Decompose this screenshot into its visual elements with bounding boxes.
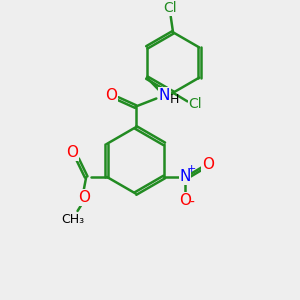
Text: N: N	[179, 169, 191, 184]
Text: CH₃: CH₃	[62, 213, 85, 226]
Text: Cl: Cl	[189, 97, 202, 111]
Text: O: O	[105, 88, 117, 103]
Text: O: O	[202, 157, 214, 172]
Text: Cl: Cl	[163, 1, 177, 15]
Text: O: O	[179, 193, 191, 208]
Text: H: H	[169, 93, 179, 106]
Text: N: N	[159, 88, 170, 103]
Text: +: +	[187, 164, 196, 174]
Text: O: O	[78, 190, 90, 205]
Text: -: -	[189, 196, 194, 210]
Text: O: O	[66, 145, 78, 160]
